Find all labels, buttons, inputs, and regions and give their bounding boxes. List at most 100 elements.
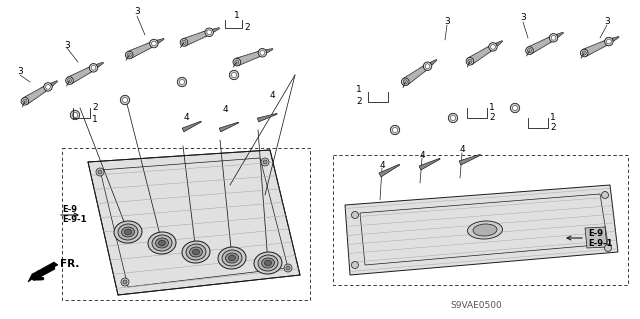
Circle shape	[120, 95, 130, 105]
Circle shape	[513, 106, 518, 111]
Polygon shape	[403, 66, 426, 85]
Text: E-9: E-9	[588, 228, 603, 238]
Circle shape	[602, 191, 609, 198]
Circle shape	[96, 168, 104, 176]
Ellipse shape	[222, 250, 242, 266]
Text: 2: 2	[92, 103, 98, 113]
Polygon shape	[157, 38, 164, 43]
Ellipse shape	[186, 244, 206, 260]
Circle shape	[21, 98, 29, 105]
Polygon shape	[582, 41, 607, 56]
Circle shape	[286, 266, 290, 270]
Ellipse shape	[218, 247, 246, 269]
Ellipse shape	[156, 238, 168, 248]
Circle shape	[580, 49, 588, 57]
Polygon shape	[556, 32, 563, 37]
Text: 1: 1	[92, 115, 98, 124]
Ellipse shape	[193, 249, 200, 255]
Text: 4: 4	[419, 151, 425, 160]
Ellipse shape	[159, 240, 166, 246]
Circle shape	[449, 113, 458, 123]
Text: 3: 3	[134, 8, 140, 17]
Circle shape	[390, 125, 399, 135]
Bar	[333, 155, 628, 285]
Circle shape	[177, 77, 187, 87]
Polygon shape	[88, 150, 300, 295]
Circle shape	[122, 97, 127, 102]
Circle shape	[527, 48, 532, 53]
Polygon shape	[212, 28, 220, 32]
Circle shape	[207, 30, 212, 34]
Polygon shape	[495, 41, 502, 46]
Circle shape	[263, 160, 267, 164]
Circle shape	[468, 59, 472, 63]
Circle shape	[403, 80, 407, 84]
Ellipse shape	[125, 229, 131, 235]
Ellipse shape	[467, 221, 502, 239]
Circle shape	[401, 78, 409, 85]
Polygon shape	[379, 164, 399, 177]
Circle shape	[121, 278, 129, 286]
Circle shape	[491, 45, 495, 49]
FancyArrowPatch shape	[61, 213, 78, 217]
Circle shape	[510, 103, 520, 113]
Circle shape	[233, 58, 241, 66]
Circle shape	[45, 85, 51, 89]
Circle shape	[351, 211, 358, 219]
Bar	[62, 148, 310, 300]
Circle shape	[423, 62, 432, 70]
Circle shape	[351, 262, 358, 269]
Circle shape	[229, 70, 239, 80]
Text: 4: 4	[459, 145, 465, 154]
Circle shape	[72, 113, 77, 117]
Text: 1: 1	[550, 114, 556, 122]
Polygon shape	[51, 81, 58, 86]
Polygon shape	[419, 158, 440, 170]
Circle shape	[605, 244, 611, 251]
Circle shape	[91, 65, 96, 70]
Text: E-9-1: E-9-1	[588, 239, 612, 248]
Polygon shape	[266, 48, 273, 53]
Circle shape	[23, 99, 27, 103]
Ellipse shape	[258, 255, 278, 271]
Circle shape	[451, 115, 456, 121]
Polygon shape	[23, 86, 47, 105]
Polygon shape	[182, 121, 202, 132]
Circle shape	[179, 79, 184, 85]
Circle shape	[466, 57, 474, 65]
Circle shape	[489, 43, 497, 51]
Ellipse shape	[254, 252, 282, 274]
Circle shape	[258, 48, 267, 57]
Circle shape	[98, 170, 102, 174]
Text: 3: 3	[64, 41, 70, 49]
Text: 2: 2	[244, 24, 250, 33]
Circle shape	[205, 28, 213, 36]
Polygon shape	[430, 59, 437, 65]
Circle shape	[284, 264, 292, 272]
Circle shape	[551, 35, 556, 40]
FancyArrowPatch shape	[567, 236, 582, 240]
Circle shape	[44, 83, 52, 91]
Circle shape	[67, 78, 72, 83]
Text: 3: 3	[444, 18, 450, 26]
Ellipse shape	[264, 260, 271, 266]
Circle shape	[549, 33, 557, 42]
Text: 3: 3	[604, 18, 610, 26]
Polygon shape	[585, 227, 607, 248]
Circle shape	[260, 50, 265, 55]
Circle shape	[607, 39, 611, 44]
Text: S9VAE0500: S9VAE0500	[450, 300, 502, 309]
Ellipse shape	[262, 258, 275, 268]
Text: 1: 1	[234, 11, 240, 19]
Text: 3: 3	[17, 68, 23, 77]
Circle shape	[125, 51, 133, 59]
Circle shape	[525, 47, 533, 55]
Ellipse shape	[182, 241, 210, 263]
Text: E-9-1: E-9-1	[62, 216, 86, 225]
Polygon shape	[97, 62, 104, 67]
Text: 4: 4	[222, 106, 228, 115]
Circle shape	[180, 39, 188, 46]
Circle shape	[152, 41, 156, 46]
Circle shape	[70, 110, 79, 120]
Polygon shape	[257, 114, 277, 122]
